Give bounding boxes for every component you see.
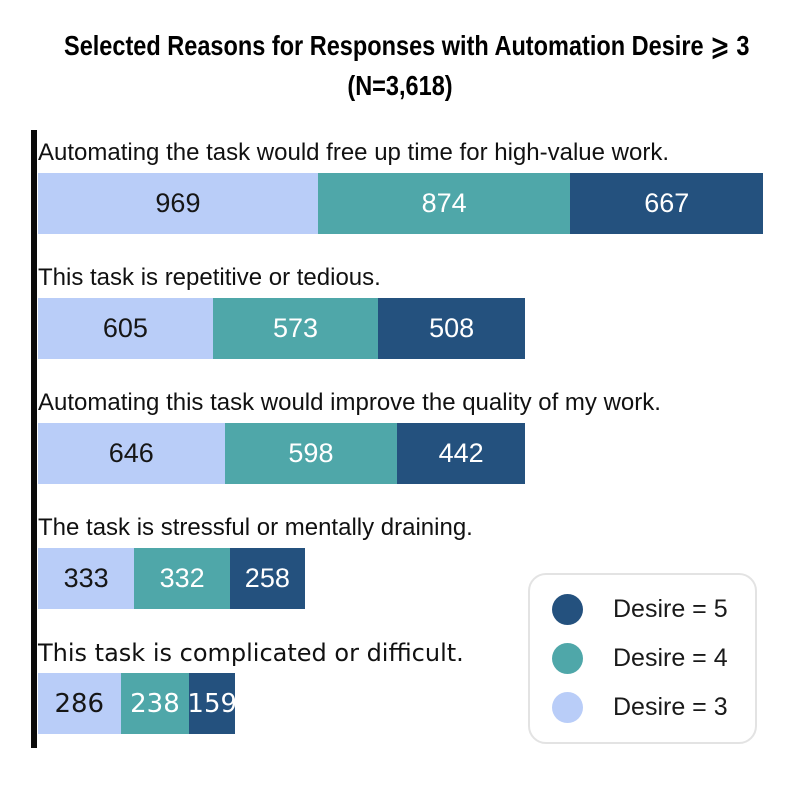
bar-row: The task is stressful or mentally draini… — [38, 511, 768, 609]
bar-segment-desire-4: 874 — [317, 173, 571, 234]
bar-value-label: 286 — [54, 688, 105, 719]
legend-box: Desire = 5 Desire = 4 Desire = 3 — [528, 573, 757, 744]
bar-segment-desire-3: 286 — [38, 673, 121, 734]
bar-value-label: 646 — [108, 438, 154, 468]
legend-label: Desire = 3 — [613, 693, 728, 721]
legend-item-desire-5: Desire = 5 — [552, 594, 755, 625]
bar-value-label: 508 — [429, 313, 475, 343]
bar-value-label: 238 — [130, 688, 180, 719]
bar-value-label: 605 — [102, 313, 148, 343]
legend-circle-icon — [552, 692, 583, 723]
bar-segment-desire-4: 238 — [120, 673, 190, 734]
chart-title-line-2: (N=3,618) — [347, 70, 453, 101]
stacked-bar: 333 332 258 — [38, 548, 768, 609]
legend-label: Desire = 5 — [613, 595, 728, 623]
bar-row: This task is repetitive or tedious. 605 57… — [38, 261, 768, 359]
bar-row: Automating the task would free up time f… — [38, 136, 768, 234]
chart-title: Selected Reasons for Responses with Auto… — [0, 26, 800, 106]
bar-row: This task is complicated or difficult. 28… — [38, 636, 768, 734]
bar-value-label: 874 — [421, 188, 467, 218]
stacked-bar: 646 598 442 — [38, 423, 768, 484]
bar-segment-desire-3: 605 — [38, 298, 213, 359]
bar-segment-desire-3: 646 — [38, 423, 225, 484]
bar-segment-desire-5: 258 — [230, 548, 305, 609]
bar-value-label: 573 — [273, 313, 319, 343]
legend-item-desire-3: Desire = 3 — [552, 692, 755, 723]
bar-row: Automating this task would improve the q… — [38, 386, 768, 484]
category-label: This task is complicated or difficult. — [38, 639, 464, 667]
bar-segment-desire-5: 508 — [378, 298, 525, 359]
bar-segment-desire-3: 333 — [38, 548, 135, 609]
bar-value-label: 333 — [63, 563, 109, 593]
stacked-bar: 969 874 667 — [38, 173, 768, 234]
chart-title-line-1: Selected Reasons for Responses with Auto… — [64, 30, 750, 61]
stacked-bar: 286 238 159 — [38, 673, 768, 734]
bar-segment-desire-5: 442 — [397, 423, 525, 484]
bar-segment-desire-3: 969 — [38, 173, 318, 234]
bar-value-label: 969 — [155, 188, 201, 218]
bar-value-label: 159 — [187, 688, 238, 719]
bar-value-label: 332 — [159, 563, 205, 593]
stacked-bar: 605 573 508 — [38, 298, 768, 359]
bar-segment-desire-5: 667 — [570, 173, 764, 234]
bar-segment-desire-4: 573 — [212, 298, 379, 359]
legend-item-desire-4: Desire = 4 — [552, 643, 755, 674]
bar-segment-desire-5: 159 — [187, 673, 238, 734]
category-label: Automating this task would improve the q… — [38, 389, 661, 416]
legend-label: Desire = 4 — [613, 644, 728, 672]
category-label: The task is stressful or mentally draini… — [38, 514, 473, 541]
category-label: This task is repetitive or tedious. — [38, 264, 381, 291]
bar-value-label: 258 — [244, 563, 290, 593]
bar-value-label: 442 — [438, 438, 484, 468]
legend-circle-icon — [552, 594, 583, 625]
y-axis-spine — [31, 130, 37, 748]
bar-segment-desire-4: 598 — [224, 423, 398, 484]
bar-value-label: 667 — [644, 188, 690, 218]
bar-segment-desire-4: 332 — [134, 548, 231, 609]
legend-circle-icon — [552, 643, 583, 674]
bar-value-label: 598 — [288, 438, 334, 468]
category-label: Automating the task would free up time f… — [38, 139, 669, 166]
